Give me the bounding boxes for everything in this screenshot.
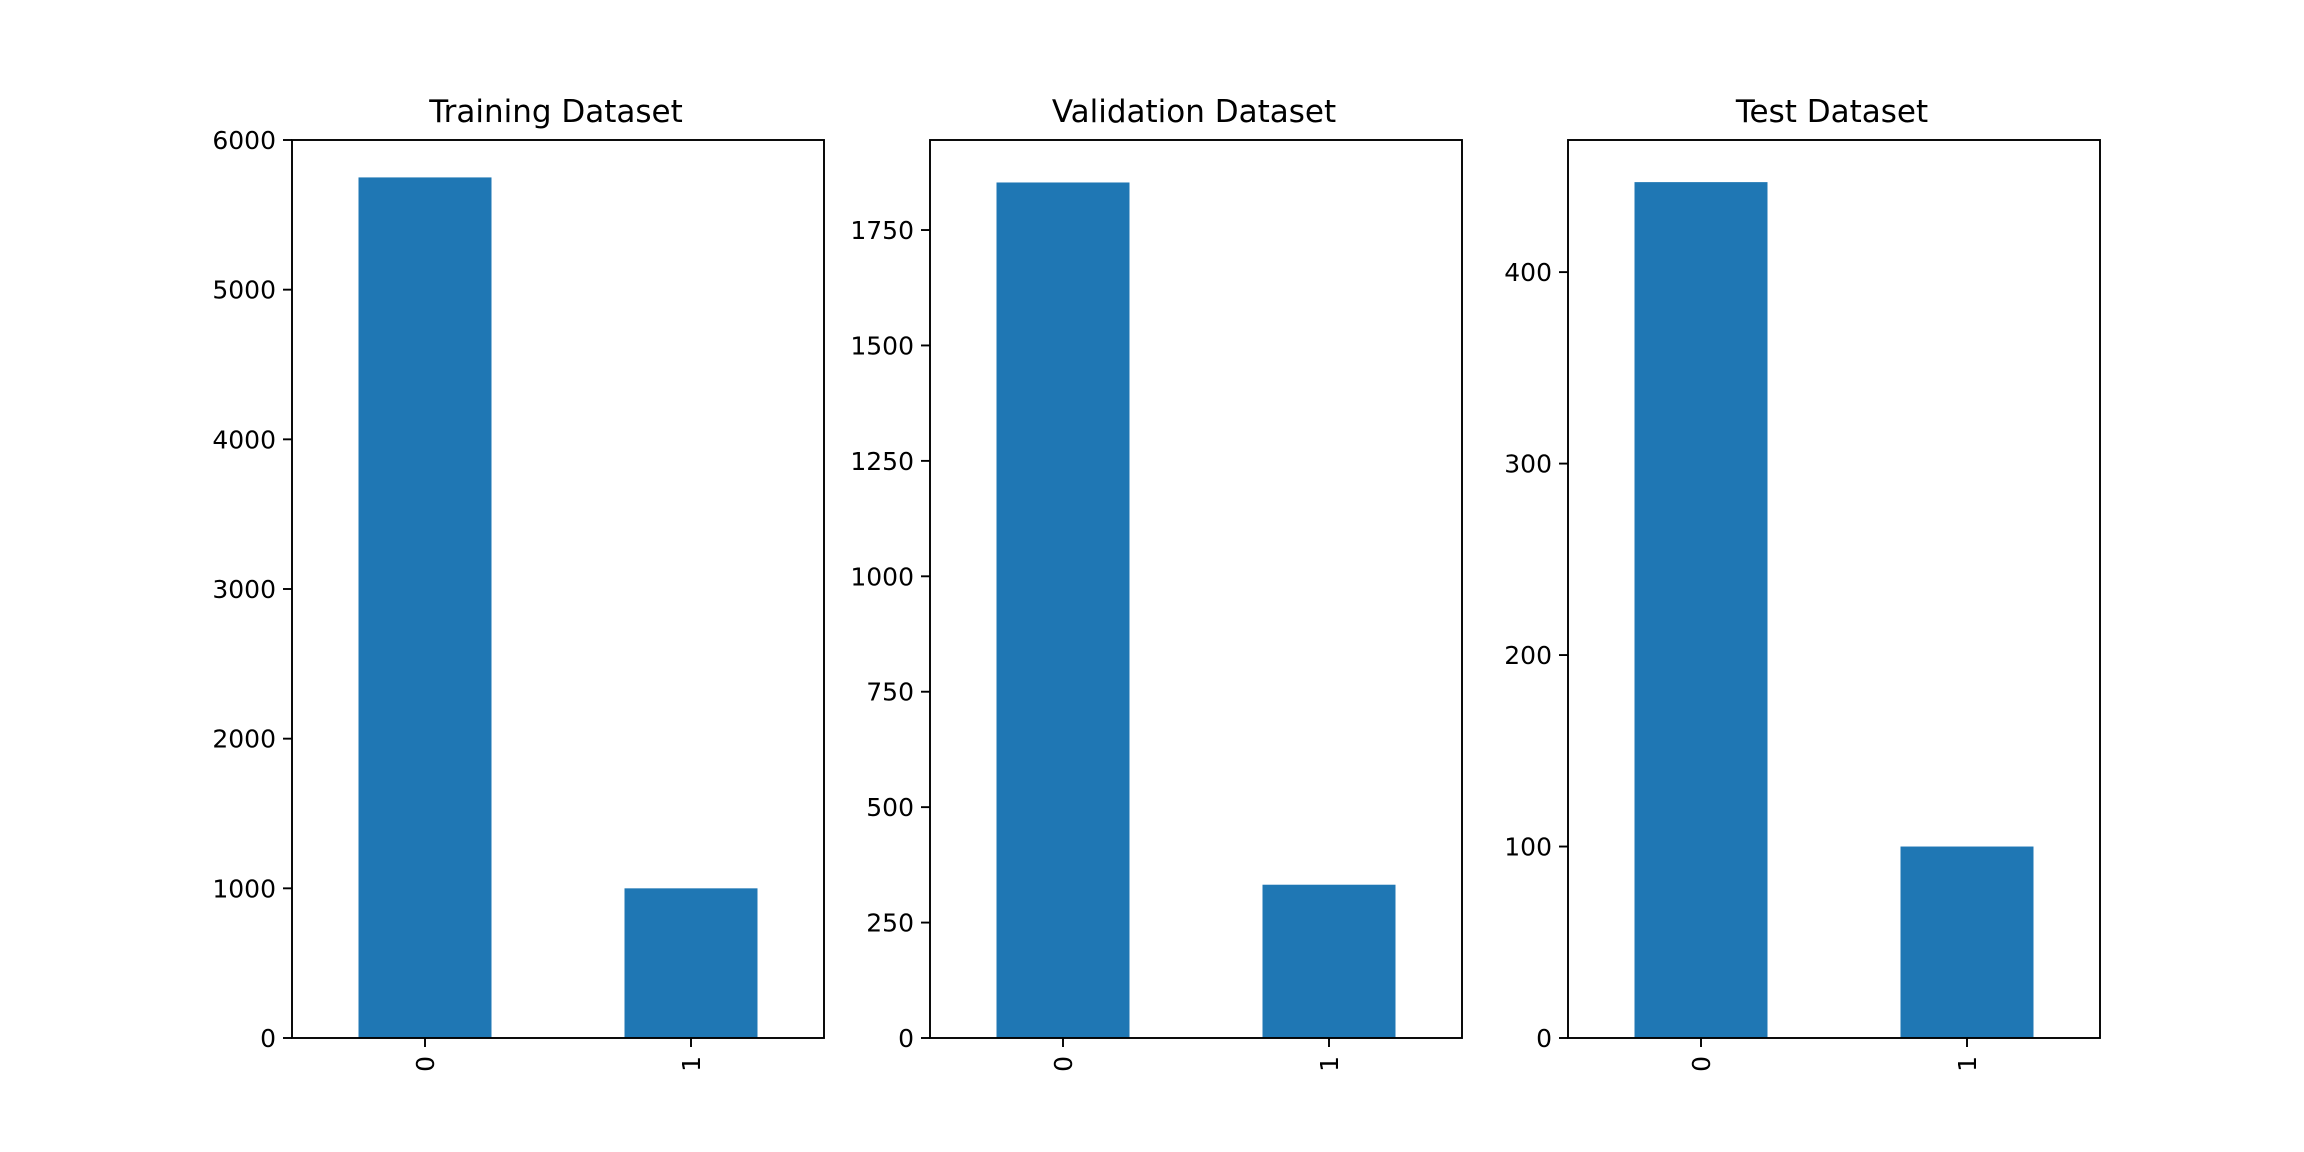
y-tick-label: 6000 <box>212 126 276 155</box>
panel-title-test: Test Dataset <box>1735 94 1928 130</box>
panel-title-validation: Validation Dataset <box>1052 94 1336 130</box>
x-tick-label: 1 <box>1315 1056 1344 1072</box>
y-tick-label: 400 <box>1504 258 1552 287</box>
y-tick-label: 200 <box>1504 641 1552 670</box>
panel-training: Training Dataset 0 1000 2000 3000 4000 5000 60… <box>212 94 825 1072</box>
y-tick-label: 1000 <box>212 874 276 903</box>
panel-test: Test Dataset 0 100 200 300 400 0 1 <box>1504 94 2101 1072</box>
y-tick-label: 300 <box>1504 450 1552 479</box>
y-tick-label: 1250 <box>850 447 914 476</box>
bar-training-0 <box>358 177 492 1038</box>
x-tick-label: 0 <box>1049 1056 1078 1072</box>
y-tick-label: 0 <box>260 1024 276 1053</box>
y-tick-label: 500 <box>866 793 914 822</box>
bar-training-1 <box>624 888 758 1038</box>
y-tick-label: 750 <box>866 678 914 707</box>
axes-frame-test <box>1567 139 2101 1039</box>
y-tick-label: 3000 <box>212 575 276 604</box>
bar-test-1 <box>1900 846 2034 1038</box>
y-tick-label: 0 <box>1536 1024 1552 1053</box>
x-tick-label: 0 <box>411 1056 440 1072</box>
panel-validation: Validation Dataset 0 250 500 750 1000 1250 150… <box>850 94 1463 1072</box>
y-tick-label: 1500 <box>850 331 914 360</box>
x-tick-label: 1 <box>677 1056 706 1072</box>
y-tick-label: 2000 <box>212 725 276 754</box>
x-tick-label: 1 <box>1953 1056 1982 1072</box>
y-tick-label: 1000 <box>850 562 914 591</box>
x-tick-label: 0 <box>1687 1056 1716 1072</box>
bar-validation-0 <box>996 182 1130 1039</box>
bar-test-0 <box>1634 182 1768 1039</box>
panel-title-training: Training Dataset <box>428 94 683 130</box>
y-tick-label: 5000 <box>212 276 276 305</box>
bar-validation-1 <box>1262 884 1396 1038</box>
y-tick-label: 0 <box>898 1024 914 1053</box>
y-tick-label: 100 <box>1504 833 1552 862</box>
y-tick-label: 250 <box>866 909 914 938</box>
y-tick-label: 1750 <box>850 216 914 245</box>
y-tick-label: 4000 <box>212 425 276 454</box>
axes-frame-validation <box>929 139 1463 1039</box>
